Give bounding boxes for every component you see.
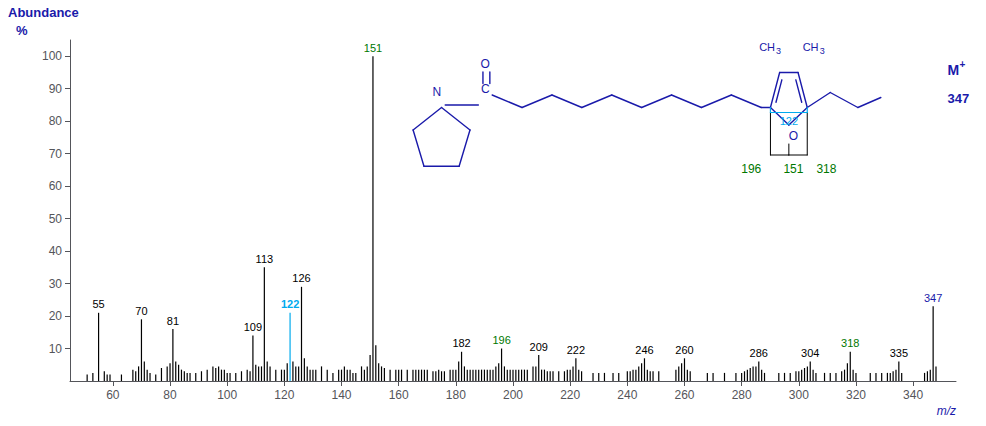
- svg-text:70: 70: [135, 305, 147, 317]
- svg-text:335: 335: [890, 347, 908, 359]
- svg-text:3: 3: [820, 46, 825, 56]
- svg-text:M: M: [947, 62, 959, 78]
- svg-text:196: 196: [492, 334, 510, 346]
- svg-text:151: 151: [364, 42, 382, 54]
- svg-text:50: 50: [49, 212, 63, 226]
- svg-text:220: 220: [560, 388, 580, 402]
- svg-text:3: 3: [776, 46, 781, 56]
- svg-text:10: 10: [49, 342, 63, 356]
- svg-text:126: 126: [292, 272, 310, 284]
- svg-text:260: 260: [675, 344, 693, 356]
- svg-text:109: 109: [244, 321, 262, 333]
- svg-text:246: 246: [635, 344, 653, 356]
- svg-text:340: 340: [903, 388, 923, 402]
- svg-text:140: 140: [332, 388, 352, 402]
- svg-text:C: C: [481, 82, 490, 96]
- svg-text:90: 90: [49, 82, 63, 96]
- svg-text:122: 122: [780, 115, 798, 127]
- svg-text:N: N: [433, 85, 442, 99]
- svg-text:347: 347: [924, 292, 942, 304]
- svg-text:120: 120: [274, 388, 294, 402]
- svg-text:318: 318: [841, 337, 859, 349]
- svg-text:300: 300: [789, 388, 809, 402]
- svg-text:200: 200: [503, 388, 523, 402]
- svg-text:260: 260: [674, 388, 694, 402]
- svg-text:100: 100: [42, 49, 62, 63]
- svg-text:209: 209: [530, 341, 548, 353]
- svg-text:180: 180: [446, 388, 466, 402]
- svg-text:286: 286: [750, 347, 768, 359]
- svg-text:O: O: [481, 57, 490, 71]
- svg-text:280: 280: [732, 388, 752, 402]
- svg-text:318: 318: [816, 162, 836, 176]
- svg-text:80: 80: [163, 388, 177, 402]
- svg-text:40: 40: [49, 244, 63, 258]
- svg-text:320: 320: [846, 388, 866, 402]
- svg-text:222: 222: [567, 344, 585, 356]
- svg-text:70: 70: [49, 147, 63, 161]
- svg-text:CH: CH: [803, 41, 819, 53]
- svg-text:CH: CH: [759, 41, 775, 53]
- svg-text:182: 182: [452, 337, 470, 349]
- svg-text:60: 60: [106, 388, 120, 402]
- svg-text:80: 80: [49, 114, 63, 128]
- svg-text:240: 240: [617, 388, 637, 402]
- svg-text:196: 196: [741, 162, 761, 176]
- svg-text:Abundance: Abundance: [8, 5, 79, 20]
- svg-text:55: 55: [92, 298, 104, 310]
- svg-text:81: 81: [167, 315, 179, 327]
- svg-text:60: 60: [49, 179, 63, 193]
- svg-text:20: 20: [49, 309, 63, 323]
- svg-text:304: 304: [801, 347, 819, 359]
- svg-text:347: 347: [947, 91, 969, 106]
- svg-text:%: %: [16, 23, 28, 38]
- svg-text:113: 113: [256, 253, 274, 265]
- svg-text:122: 122: [281, 298, 299, 310]
- svg-text:160: 160: [389, 388, 409, 402]
- svg-text:O: O: [789, 129, 798, 143]
- svg-text:151: 151: [783, 162, 803, 176]
- svg-text:+: +: [959, 59, 965, 70]
- svg-text:m/z: m/z: [937, 404, 956, 418]
- svg-text:100: 100: [217, 388, 237, 402]
- svg-text:30: 30: [49, 277, 63, 291]
